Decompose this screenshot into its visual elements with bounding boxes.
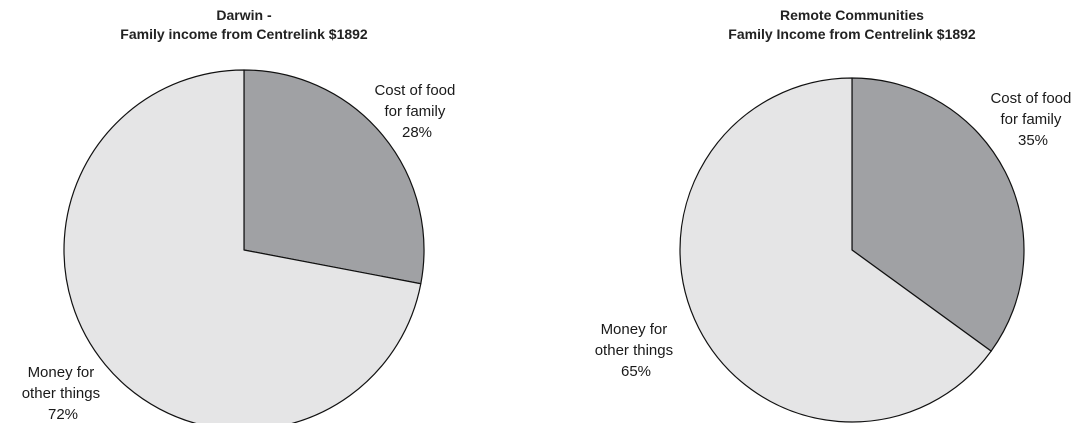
pie-slice-other: [63, 69, 422, 423]
pie-slices: [679, 77, 1025, 423]
pie-slice-other: [679, 77, 992, 423]
slice-label-other: Money for other things 65%: [595, 321, 678, 380]
slice-label-food: Cost of food for family 35%: [990, 90, 1075, 149]
slice-label-food: Cost of food for family 28%: [374, 82, 459, 141]
chart-title: Remote Communities: [780, 7, 924, 23]
chart-title: Darwin -: [216, 7, 272, 23]
pie-chart-remote: Remote Communities Family Income from Ce…: [595, 7, 1075, 423]
pie-chart-darwin: Darwin - Family income from Centrelink $…: [22, 7, 459, 423]
chart-subtitle: Family Income from Centrelink $1892: [728, 26, 976, 42]
pie-slice-food: [851, 77, 1025, 352]
pie-slice-food: [243, 69, 425, 285]
slice-label-other: Money for other things 72%: [22, 364, 105, 423]
pie-slices: [63, 69, 425, 423]
chart-subtitle: Family income from Centrelink $1892: [120, 26, 368, 42]
